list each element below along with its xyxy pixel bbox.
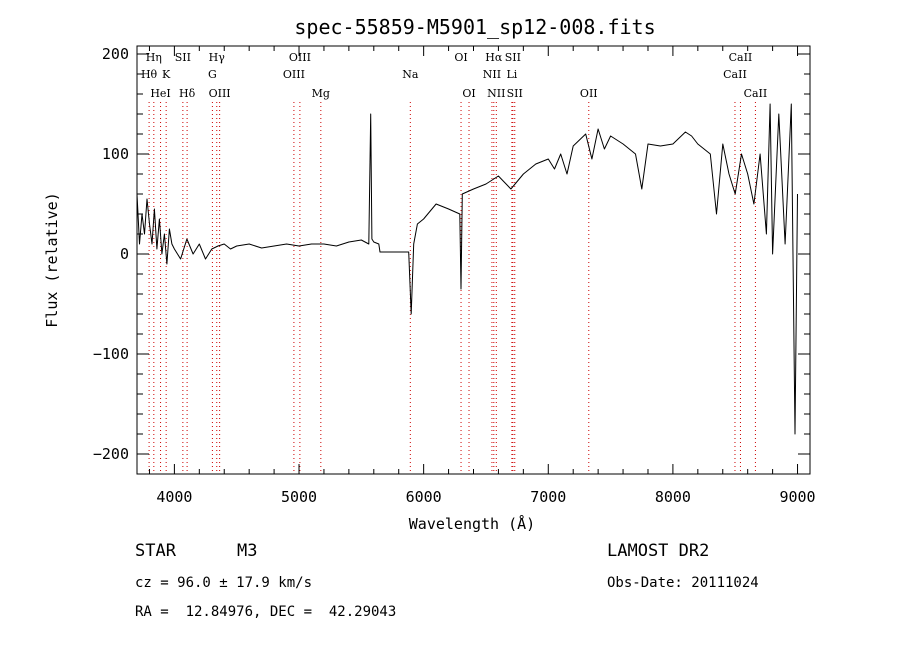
line-marker-label: SII bbox=[175, 51, 191, 64]
x-tick-label: 4000 bbox=[156, 488, 192, 506]
coordinates: RA = 12.84976, DEC = 42.29043 bbox=[135, 604, 397, 620]
spectrum-layer bbox=[136, 103, 798, 435]
x-tick-label: 6000 bbox=[406, 488, 442, 506]
y-axis-label: Flux (relative) bbox=[43, 192, 61, 327]
y-tick-label: −100 bbox=[93, 345, 129, 363]
line-marker-label: NII bbox=[483, 68, 501, 81]
line-marker-label: Hγ bbox=[209, 51, 226, 64]
y-tick-label: 0 bbox=[120, 245, 129, 263]
line-marker-label: OIII bbox=[283, 68, 305, 81]
x-axis-label: Wavelength (Å) bbox=[409, 514, 535, 533]
line-marker-label: OIII bbox=[289, 51, 311, 64]
line-marker-label: Na bbox=[402, 68, 419, 81]
object-subclass: M3 bbox=[237, 541, 258, 561]
line-marker-label: Hα bbox=[485, 51, 503, 64]
redshift-cz: cz = 96.0 ± 17.9 km/s bbox=[135, 575, 313, 591]
x-tick-label: 7000 bbox=[530, 488, 566, 506]
line-marker-label: Hη bbox=[146, 51, 162, 64]
line-marker-label: G bbox=[208, 68, 217, 81]
x-tick-label: 9000 bbox=[779, 488, 815, 506]
line-marker-label: NII bbox=[487, 87, 505, 100]
observation-date: Obs-Date: 20111024 bbox=[607, 575, 759, 591]
line-marker-label: Hθ bbox=[141, 68, 158, 81]
object-class: STAR bbox=[135, 541, 176, 561]
spectrum-line bbox=[136, 103, 798, 435]
line-marker-label: CaII bbox=[729, 51, 753, 64]
line-marker-label: HeI bbox=[150, 87, 170, 100]
line-marker-label: CaII bbox=[744, 87, 768, 100]
plot-frame bbox=[136, 45, 811, 475]
line-marker-label: OIII bbox=[209, 87, 231, 100]
line-marker-label: Mg bbox=[312, 87, 330, 100]
chart-title: spec-55859-M5901_sp12-008.fits bbox=[294, 15, 655, 39]
line-marker-label: CaII bbox=[723, 68, 747, 81]
line-marker-label: Li bbox=[506, 68, 517, 81]
line-marker-label: K bbox=[162, 68, 171, 81]
y-tick-label: 200 bbox=[102, 45, 129, 63]
line-marker-label: OI bbox=[462, 87, 475, 100]
axes: 4000 5000 6000 7000 8000 9000 −200 −100 0 100 200 bbox=[93, 45, 816, 506]
line-marker-label: Hδ bbox=[179, 87, 196, 100]
line-marker-label: OII bbox=[580, 87, 598, 100]
x-tick-label: 8000 bbox=[655, 488, 691, 506]
x-tick-label: 5000 bbox=[281, 488, 317, 506]
y-tick-label: −200 bbox=[93, 445, 129, 463]
line-marker-label: OI bbox=[454, 51, 467, 64]
y-tick-label: 100 bbox=[102, 145, 129, 163]
line-marker-label: SII bbox=[505, 51, 521, 64]
survey-name: LAMOST DR2 bbox=[607, 541, 710, 561]
line-marker-label: SII bbox=[507, 87, 523, 100]
